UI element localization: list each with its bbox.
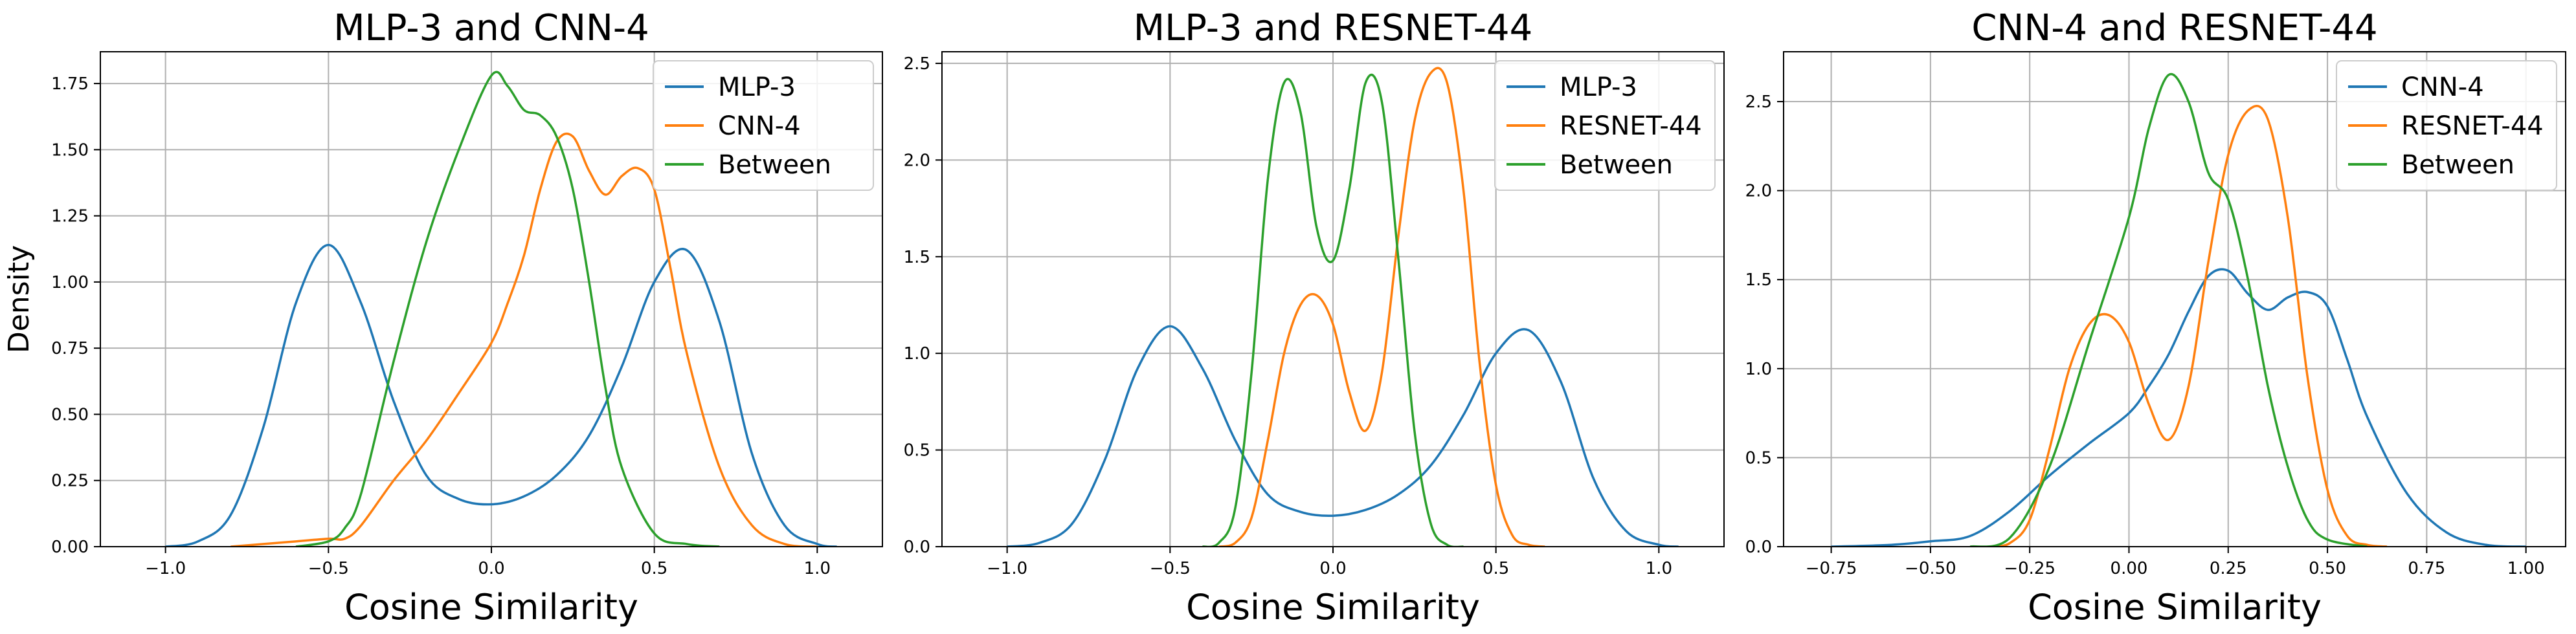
y-tick-label: 2.5 [904,54,930,74]
y-tick-label: 1.25 [51,207,89,226]
x-tick-label: 1.00 [2507,559,2545,578]
x-tick-label: −0.5 [1150,559,1191,578]
y-axis-label: Density [3,245,36,353]
y-tick-label: 1.50 [51,140,89,160]
subplot-3: −0.75 −0.50 −0.25 0.00 0.25 0.50 0.75 1.00 0.0 0.… [1745,7,2566,628]
y-tick-label: 1.0 [1745,360,1772,379]
series-line-between [1202,73,1464,547]
y-tick-label: 0.75 [51,339,89,358]
x-tick-label: 0.5 [1483,559,1509,578]
series-line-mlp-3 [1007,325,1679,547]
legend: CNN-4 RESNET-44 Between [2336,60,2557,191]
y-tick-label: 0.5 [904,441,930,461]
legend-box [653,60,874,191]
legend-entry: MLP-3 [1560,72,1637,102]
x-tick-label: −1.0 [987,559,1027,578]
legend-box [2336,60,2557,191]
x-tick-label: 1.0 [804,559,831,578]
series-line-resnet-44 [1989,105,2388,547]
legend-entry: RESNET-44 [2401,111,2544,141]
series-line-resnet-44 [1218,67,1545,547]
x-tick-label: 0.75 [2408,559,2445,578]
axes-frame [1783,51,2566,547]
x-tick-label: −0.5 [308,559,349,578]
y-tick-label: 2.0 [904,151,930,170]
y-tick-label: 2.5 [1745,93,1772,112]
series-line-between [1969,72,2368,547]
x-axis-label: Cosine Similarity [1186,587,1480,628]
series-line-cnn-4 [1831,268,2526,547]
x-tick-label: 1.0 [1646,559,1672,578]
y-tick-label: 1.5 [904,248,930,267]
subplot-1: −1.0 −0.5 0.0 0.5 1.0 0.00 0.25 0.50 0.75 1.00 1.2… [3,7,883,628]
x-tick-label: 0.0 [478,559,504,578]
legend-entry: Between [1560,150,1673,180]
legend-entry: CNN-4 [2401,72,2484,102]
x-tick-label: 0.25 [2210,559,2247,578]
y-tick-label: 0.0 [1745,538,1772,557]
y-tick-label: 1.5 [1745,270,1772,290]
series-line-cnn-4 [230,132,818,547]
legend: MLP-3 RESNET-44 Between [1494,60,1716,191]
series-line-between [295,71,720,547]
legend-entry: RESNET-44 [1560,111,1702,141]
x-tick-label: 0.00 [2111,559,2148,578]
x-tick-label: −0.25 [2004,559,2055,578]
legend-entry: Between [718,150,831,180]
x-tick-label: 0.50 [2309,559,2346,578]
y-tick-label: 2.0 [1745,182,1772,201]
legend-entry: MLP-3 [718,72,796,102]
chart-title: MLP-3 and RESNET-44 [1134,7,1533,49]
subplot-2: −1.0 −0.5 0.0 0.5 1.0 0.0 0.5 1.0 1.5 2.0 2.5 MLP-3… [904,7,1725,628]
y-tick-label: 0.00 [51,538,89,557]
legend: MLP-3 CNN-4 Between [653,60,874,191]
x-axis-label: Cosine Similarity [2028,587,2322,628]
x-tick-label: 0.5 [641,559,667,578]
x-tick-label: −0.50 [1905,559,1956,578]
y-tick-label: 0.5 [1745,448,1772,468]
y-tick-label: 0.25 [51,472,89,491]
legend-entry: CNN-4 [718,111,801,141]
legend-box [1494,60,1716,191]
chart-title: MLP-3 and CNN-4 [333,7,649,49]
series-line-mlp-3 [165,243,837,547]
x-axis-label: Cosine Similarity [344,587,638,628]
chart-title: CNN-4 and RESNET-44 [1971,7,2377,49]
y-tick-label: 1.00 [51,273,89,292]
legend-entry: Between [2401,150,2514,180]
y-tick-label: 0.50 [51,405,89,424]
y-tick-label: 1.75 [51,74,89,94]
x-tick-label: 0.0 [1319,559,1346,578]
x-tick-label: −0.75 [1806,559,1857,578]
y-tick-label: 0.0 [904,538,930,557]
y-tick-label: 1.0 [904,344,930,364]
x-tick-label: −1.0 [145,559,186,578]
